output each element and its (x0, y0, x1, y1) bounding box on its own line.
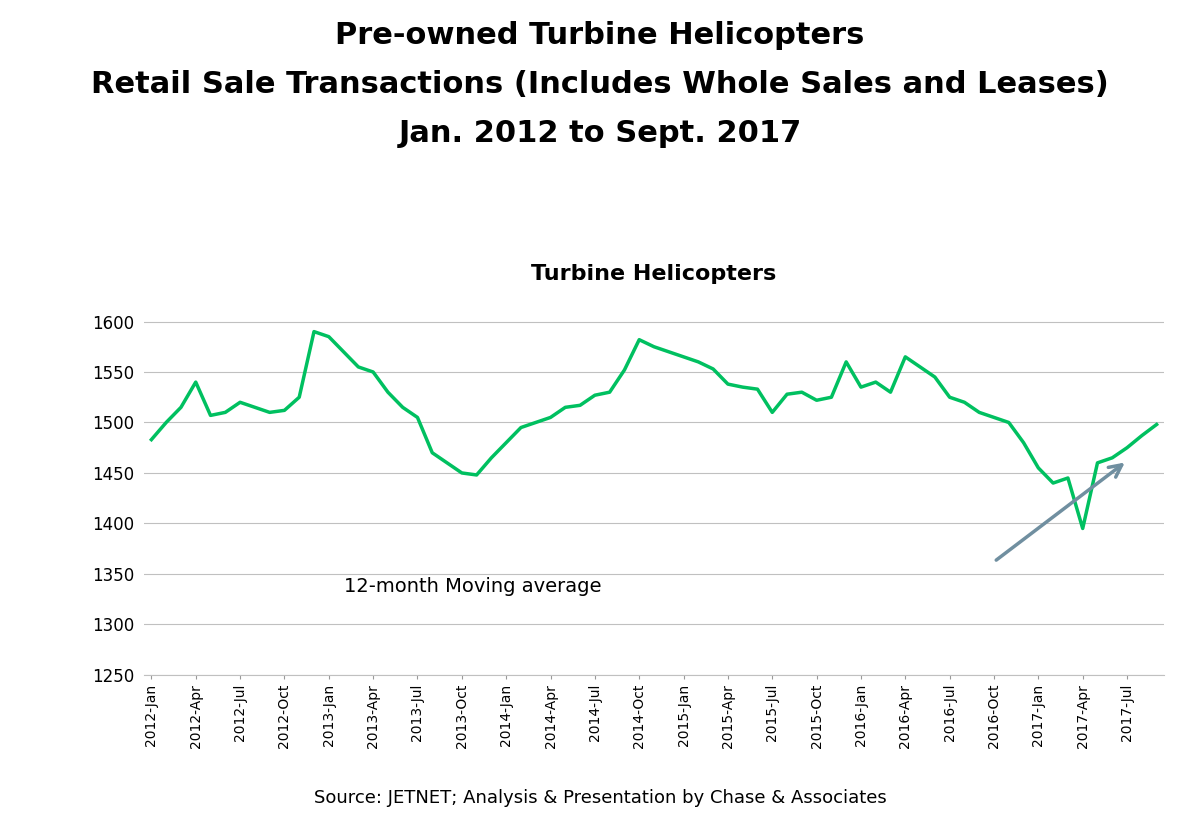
Text: Jan. 2012 to Sept. 2017: Jan. 2012 to Sept. 2017 (398, 119, 802, 148)
Text: Retail Sale Transactions (Includes Whole Sales and Leases): Retail Sale Transactions (Includes Whole… (91, 70, 1109, 99)
Text: 12-month Moving average: 12-month Moving average (343, 577, 601, 596)
Text: Pre-owned Turbine Helicopters: Pre-owned Turbine Helicopters (335, 21, 865, 49)
Text: Turbine Helicopters: Turbine Helicopters (532, 264, 776, 284)
Text: Source: JETNET; Analysis & Presentation by Chase & Associates: Source: JETNET; Analysis & Presentation … (313, 788, 887, 807)
